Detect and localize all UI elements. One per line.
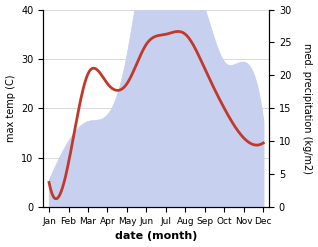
Y-axis label: med. precipitation (kg/m2): med. precipitation (kg/m2) [302, 43, 313, 174]
X-axis label: date (month): date (month) [115, 231, 197, 242]
Y-axis label: max temp (C): max temp (C) [5, 75, 16, 142]
